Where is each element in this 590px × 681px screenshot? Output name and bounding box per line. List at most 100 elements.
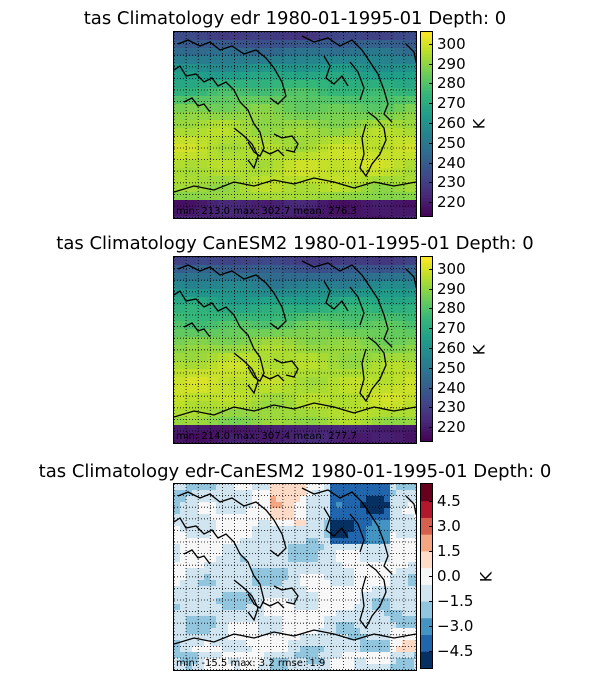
heatmap-cell — [218, 417, 230, 426]
heatmap-cell — [284, 160, 296, 169]
heatmap-cell — [216, 556, 223, 563]
heatmap-cell — [276, 556, 283, 563]
colorbar-tick-label: 220 — [437, 419, 466, 435]
heatmap-cell — [251, 265, 263, 274]
heatmap-cell — [262, 160, 274, 169]
heatmap-cell — [328, 321, 340, 330]
heatmap-cell — [174, 508, 181, 515]
heatmap-cell — [402, 640, 409, 647]
heatmap-cell — [222, 598, 229, 605]
heatmap-cell — [192, 604, 199, 611]
heatmap-cell — [306, 80, 318, 89]
heatmap-cell — [229, 393, 241, 402]
colorbar-canesm2 — [420, 256, 433, 442]
heatmap-cell — [324, 544, 331, 551]
heatmap-cell — [174, 484, 181, 491]
heatmap-cell — [405, 56, 416, 65]
heatmap-cell — [174, 401, 186, 410]
heatmap-cell — [228, 592, 235, 599]
heatmap-cell — [196, 128, 208, 137]
heatmap-cell — [234, 514, 241, 521]
heatmap-cell — [339, 72, 351, 81]
heatmap-cell — [198, 604, 205, 611]
heatmap-cell — [240, 417, 252, 426]
heatmap-cell — [262, 329, 274, 338]
heatmap-cell — [384, 496, 391, 503]
colorbar-tick-label: 260 — [437, 340, 466, 356]
heatmap-cell — [378, 652, 385, 659]
heatmap-cell — [324, 604, 331, 611]
heatmap-cell — [336, 646, 343, 653]
heatmap-cell — [295, 160, 307, 169]
heatmap-cell — [372, 580, 379, 587]
heatmap-cell — [218, 128, 230, 137]
heatmap-cell — [300, 514, 307, 521]
heatmap-cell — [339, 353, 351, 362]
heatmap-cell — [384, 646, 391, 653]
heatmap-cell — [240, 160, 252, 169]
heatmap-cell — [372, 184, 384, 193]
heatmap-cell — [207, 281, 219, 290]
heatmap-cell — [396, 652, 403, 659]
heatmap-cell — [234, 484, 241, 491]
heatmap-cell — [342, 628, 349, 635]
heatmap-cell — [174, 176, 186, 185]
heatmap-cell — [348, 646, 355, 653]
heatmap-cell — [372, 532, 379, 539]
heatmap-cell — [216, 646, 223, 653]
heatmap-cell — [366, 574, 373, 581]
heatmap-cell — [394, 401, 406, 410]
heatmap-cell — [336, 574, 343, 581]
colorbar-segment — [421, 90, 432, 94]
heatmap-cell — [354, 544, 361, 551]
heatmap-cell — [372, 556, 379, 563]
heatmap-cell — [383, 345, 395, 354]
colorbar-tick-label: 280 — [437, 75, 466, 91]
heatmap-cell — [306, 136, 318, 145]
colorbar-segment — [421, 343, 432, 347]
heatmap-cell — [306, 104, 318, 113]
heatmap-cell — [300, 556, 307, 563]
heatmap-cell — [185, 257, 197, 266]
heatmap-cell — [186, 598, 193, 605]
heatmap-cell — [210, 568, 217, 575]
heatmap-cell — [198, 508, 205, 515]
heatmap-cell — [251, 297, 263, 306]
heatmap-cell — [339, 329, 351, 338]
colorbar-segment — [421, 377, 432, 381]
heatmap-cell — [394, 297, 406, 306]
heatmap-cell — [336, 628, 343, 635]
heatmap-cell — [216, 544, 223, 551]
heatmap-cell — [180, 598, 187, 605]
heatmap-cell — [372, 96, 384, 105]
heatmap-cell — [390, 628, 397, 635]
heatmap-cell — [264, 538, 271, 545]
heatmap-cell — [264, 640, 271, 647]
heatmap-cell — [402, 508, 409, 515]
heatmap-cell — [174, 353, 186, 362]
heatmap-cell — [405, 257, 416, 266]
heatmap-cell — [378, 646, 385, 653]
heatmap-cell — [295, 104, 307, 113]
colorbar-segment — [421, 112, 432, 116]
heatmap-cell — [328, 104, 340, 113]
heatmap-cell — [180, 538, 187, 545]
heatmap-cell — [264, 544, 271, 551]
heatmap-cell — [372, 40, 384, 49]
heatmap-cell — [228, 484, 235, 491]
heatmap-cell — [284, 289, 296, 298]
heatmap-cell — [339, 345, 351, 354]
heatmap-cell — [180, 628, 187, 635]
heatmap-cell — [252, 640, 259, 647]
heatmap-cell — [174, 526, 181, 533]
chart-title-diff: tas Climatology edr-CanESM2 1980-01-1995… — [0, 461, 590, 483]
colorbar-segment — [421, 358, 432, 362]
colorbar-segment — [421, 380, 432, 384]
heatmap-cell — [228, 604, 235, 611]
heatmap-cell — [251, 417, 263, 426]
heatmap-cell — [185, 305, 197, 314]
heatmap-cell — [396, 580, 403, 587]
heatmap-cell — [185, 104, 197, 113]
heatmap-cell — [354, 580, 361, 587]
heatmap-cell — [361, 297, 373, 306]
